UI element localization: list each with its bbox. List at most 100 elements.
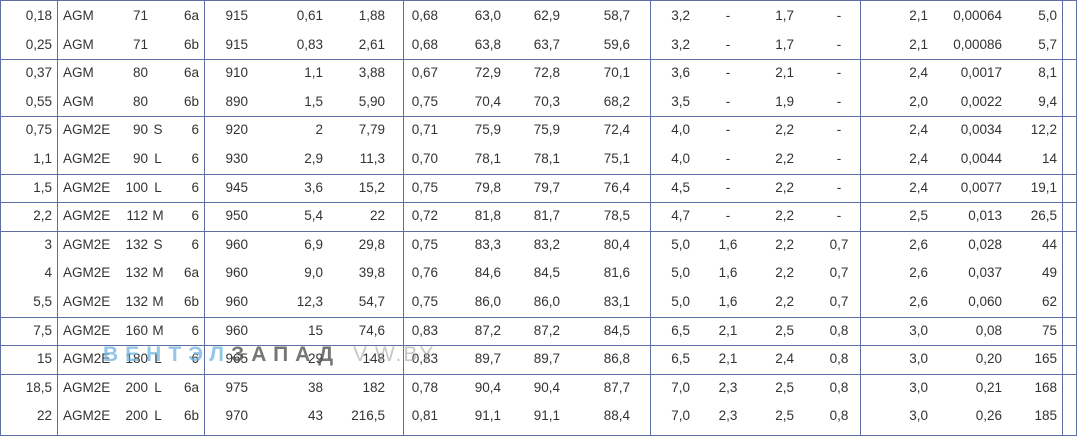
table-cell: 75 (1041, 322, 1057, 338)
table-cell: 84,5 (533, 265, 560, 281)
table-cell: 87,7 (603, 379, 630, 395)
table-cell: 44 (1041, 236, 1057, 252)
table-cell: 2,2 (775, 151, 794, 166)
table-cell: 8,1 (1038, 65, 1057, 81)
table-cell: AGM2E (63, 122, 111, 138)
table-cell: - (836, 65, 842, 81)
table-cell: 80,4 (603, 236, 630, 252)
table-row: 0,55 AGM 80 6b 890 1,5 5,90 0,75 70,4 70,3 68,2 3,5… (0, 88, 1077, 117)
table-cell: 930 (225, 151, 248, 166)
table-cell: 0,7 (829, 294, 849, 309)
table-cell: 6,5 (671, 351, 690, 367)
table-cell: 2,3 (718, 408, 738, 424)
table-cell: 200 (125, 408, 148, 424)
table-cell: 945 (225, 179, 248, 195)
table-cell: 6b (183, 408, 199, 424)
table-cell: 15 (307, 322, 323, 338)
table-cell: 0,72 (411, 208, 438, 224)
table-cell: 68,2 (603, 93, 630, 109)
table-cell: 1,9 (775, 93, 794, 109)
table-cell: 0,71 (411, 122, 438, 138)
table-cell: 63,8 (474, 36, 501, 52)
table-cell: 5,0 (671, 265, 690, 281)
table-cell: 3 (44, 236, 52, 252)
table-cell: 1,1 (33, 151, 52, 166)
table-row: 5,5 AGM2E 132 M 6b 960 12,3 54,7 0,75 86,0 86,0 83,… (0, 288, 1077, 317)
table-row: 1,5 AGM2E 100 L 6 945 3,6 15,2 0,75 79,8 79,7 76,4 4… (0, 174, 1077, 203)
table-cell: 2,5 (775, 379, 794, 395)
table-cell: 2,61 (358, 36, 385, 52)
table-cell: 0,20 (975, 351, 1002, 367)
table-cell: 90,4 (474, 379, 501, 395)
table-cell: 6a (183, 265, 199, 281)
table-cell: AGM2E (63, 351, 111, 367)
table-cell: AGM2E (63, 294, 111, 309)
table-cell: 2,1 (718, 322, 738, 338)
table-cell: 81,6 (603, 265, 630, 281)
table-cell: 6 (191, 322, 199, 338)
table-cell: 91,1 (533, 408, 560, 424)
table-cell: 3,6 (304, 179, 323, 195)
column-divider (403, 0, 404, 436)
table-cell: 100 (125, 179, 148, 195)
table-cell: 0,81 (411, 408, 438, 424)
table-cell: 81,7 (533, 208, 560, 224)
table-cell: - (836, 122, 842, 138)
table-cell: 83,1 (603, 294, 630, 309)
table-cell: 2,9 (304, 151, 323, 166)
table-cell: 1,88 (358, 8, 385, 23)
table-cell: 2,2 (775, 236, 794, 252)
table-cell: 0,70 (411, 151, 438, 166)
table-cell: 2,5 (775, 408, 794, 424)
table-cell: 74,6 (358, 322, 385, 338)
table-cell: 182 (362, 379, 385, 395)
table-cell: 2,4 (775, 351, 794, 367)
table-cell: 6 (191, 151, 199, 166)
group-divider (0, 316, 1077, 318)
group-divider (0, 373, 1077, 375)
table-cell: 132 (125, 265, 148, 281)
table-cell: 4,7 (671, 208, 690, 224)
table-cell: 960 (225, 294, 248, 309)
group-divider (0, 173, 1077, 175)
table-cell: 0,8 (829, 322, 849, 338)
table-cell: 1,6 (718, 236, 738, 252)
table-row: 22 AGM2E 200 L 6b 970 43 216,5 0,81 91,1 91,1 88,4 7… (0, 402, 1077, 431)
table-cell: 5,0 (671, 294, 690, 309)
table-row: 3 AGM2E 132 S 6 960 6,9 29,8 0,75 83,3 83,2 80,4 5,0… (0, 231, 1077, 260)
table-cell: 0,8 (829, 408, 849, 424)
table-cell: 2,2 (775, 208, 794, 224)
table-cell: 2,1 (718, 351, 738, 367)
table-cell: 132 (125, 294, 148, 309)
table-cell: 0,0077 (960, 179, 1002, 195)
table-cell: 87,2 (474, 322, 501, 338)
table-cell: 22 (36, 408, 52, 424)
table-cell: - (725, 208, 731, 224)
table-cell: 12,2 (1030, 122, 1057, 138)
table-cell: AGM2E (63, 236, 111, 252)
table-cell: 3,0 (909, 351, 928, 367)
table-cell: AGM2E (63, 208, 111, 224)
table-cell: 0,26 (975, 408, 1002, 424)
table-cell: 5,0 (671, 236, 690, 252)
column-divider (1062, 0, 1063, 436)
table-cell: S (153, 236, 163, 252)
table-cell: 22 (369, 208, 385, 224)
table-cell: 0,0017 (960, 65, 1002, 81)
table-cell: 920 (225, 122, 248, 138)
table-cell: 4 (44, 265, 52, 281)
table-cell: 6 (191, 236, 199, 252)
table-cell: 6,9 (304, 236, 323, 252)
table-cell: 9,0 (304, 265, 323, 281)
table-cell: 960 (225, 236, 248, 252)
table-cell: 0,68 (411, 36, 438, 52)
table-cell (151, 31, 165, 60)
table-cell: 1,6 (718, 265, 738, 281)
table-cell: 165 (1034, 351, 1057, 367)
table-cell: 915 (225, 8, 248, 23)
table-cell: 5,0 (1038, 8, 1057, 23)
table-cell: 0,037 (968, 265, 1002, 281)
table-cell: M (152, 208, 164, 224)
table-cell: 112 (126, 208, 148, 224)
table-cell: 180 (125, 351, 148, 367)
